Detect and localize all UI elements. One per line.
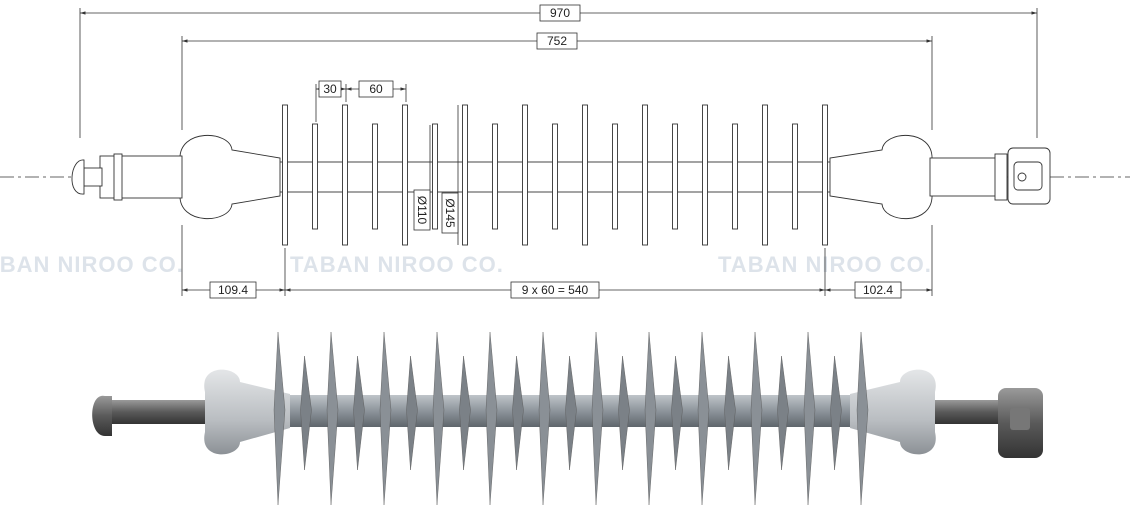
render-shed	[273, 331, 286, 506]
small-shed	[672, 123, 678, 230]
render-right-rod	[935, 400, 1005, 424]
render-shed	[300, 355, 312, 471]
label-box	[358, 80, 394, 98]
dimension-text: Ø145	[443, 198, 457, 228]
small-shed	[312, 123, 318, 230]
render-shed	[565, 355, 577, 471]
left-fitting	[99, 155, 183, 199]
large-shed	[822, 104, 828, 246]
small-shed	[732, 123, 738, 230]
label-box	[510, 281, 600, 299]
right-fitting	[929, 157, 1001, 197]
render-shed	[803, 331, 816, 506]
render-left-cap	[92, 395, 112, 436]
label-box	[413, 189, 431, 231]
label-box	[441, 192, 459, 234]
left-neck	[83, 167, 103, 187]
render-shed	[777, 355, 789, 471]
dimension-labels: 970 752 30 60 Ø110 Ø145 109.4 9 x 60 = 540 102.4	[209, 4, 902, 299]
dimension-text: 752	[547, 34, 567, 48]
render-shed	[750, 331, 763, 506]
pin	[1017, 172, 1027, 182]
small-shed	[612, 123, 618, 230]
render-shed	[697, 331, 710, 506]
dimension-text: 109.4	[218, 283, 248, 297]
dimension-text: 60	[369, 82, 383, 96]
render-shed	[591, 331, 604, 506]
render-right-housing	[850, 369, 936, 455]
render-left-housing	[204, 369, 290, 455]
watermark: TABAN NIROO CO.	[290, 252, 504, 277]
small-shed	[792, 123, 798, 230]
render-shed	[379, 331, 392, 506]
right-collar	[994, 153, 1008, 201]
dimension-text: 30	[323, 82, 337, 96]
large-shed	[522, 104, 528, 246]
render-shed	[644, 331, 657, 506]
render-shed	[353, 355, 365, 471]
dimension-label: 9 x 60 = 540	[510, 281, 600, 299]
dimension-text: 9 x 60 = 540	[522, 283, 589, 297]
large-shed	[582, 104, 588, 246]
render-shed	[512, 355, 524, 471]
left-cap	[71, 159, 85, 195]
render-shed	[406, 355, 418, 471]
render-shed	[671, 355, 683, 471]
small-shed	[432, 123, 438, 230]
render-shed	[618, 355, 630, 471]
render-left-rod	[105, 400, 215, 424]
watermark: TABAN NIROO CO.	[718, 252, 932, 277]
render-shed	[459, 355, 471, 471]
label-box	[536, 32, 578, 50]
dimension-label: Ø145	[441, 192, 459, 234]
dimension-text: Ø110	[415, 196, 429, 225]
dimension-text: 970	[550, 6, 570, 20]
large-shed	[642, 104, 648, 246]
render-shed	[538, 331, 551, 506]
large-shed	[342, 104, 348, 246]
render-shed	[724, 355, 736, 471]
render-shed	[326, 331, 339, 506]
dimension-label: 109.4	[209, 281, 257, 299]
render-shed	[432, 331, 445, 506]
small-shed	[372, 123, 378, 230]
small-shed	[492, 123, 498, 230]
large-shed	[702, 104, 708, 246]
large-shed	[282, 104, 288, 246]
label-box	[318, 80, 342, 98]
dimension-label: 60	[358, 80, 394, 98]
label-box	[209, 281, 257, 299]
render-shed	[830, 355, 842, 471]
right-housing	[829, 134, 933, 220]
render-shed	[485, 331, 498, 506]
label-box	[539, 4, 581, 22]
large-shed	[462, 104, 468, 246]
dimension-label: Ø110	[413, 189, 431, 231]
small-shed	[552, 123, 558, 230]
watermark: TABAN NIROO CO.	[0, 252, 184, 277]
large-shed	[402, 104, 408, 246]
dimension-text: 102.4	[863, 283, 893, 297]
label-box	[854, 281, 902, 299]
render-core	[240, 395, 880, 427]
left-collar	[113, 153, 123, 201]
render-clevis-slot	[1010, 408, 1030, 430]
dimension-label: 102.4	[854, 281, 902, 299]
clevis-slot	[1013, 161, 1043, 191]
large-shed	[762, 104, 768, 246]
dimension-label: 970	[539, 4, 581, 22]
dimension-label: 752	[536, 32, 578, 50]
geometry	[0, 8, 1130, 506]
left-housing	[179, 134, 281, 220]
render-shed	[856, 331, 869, 506]
dimension-label: 30	[318, 80, 342, 98]
